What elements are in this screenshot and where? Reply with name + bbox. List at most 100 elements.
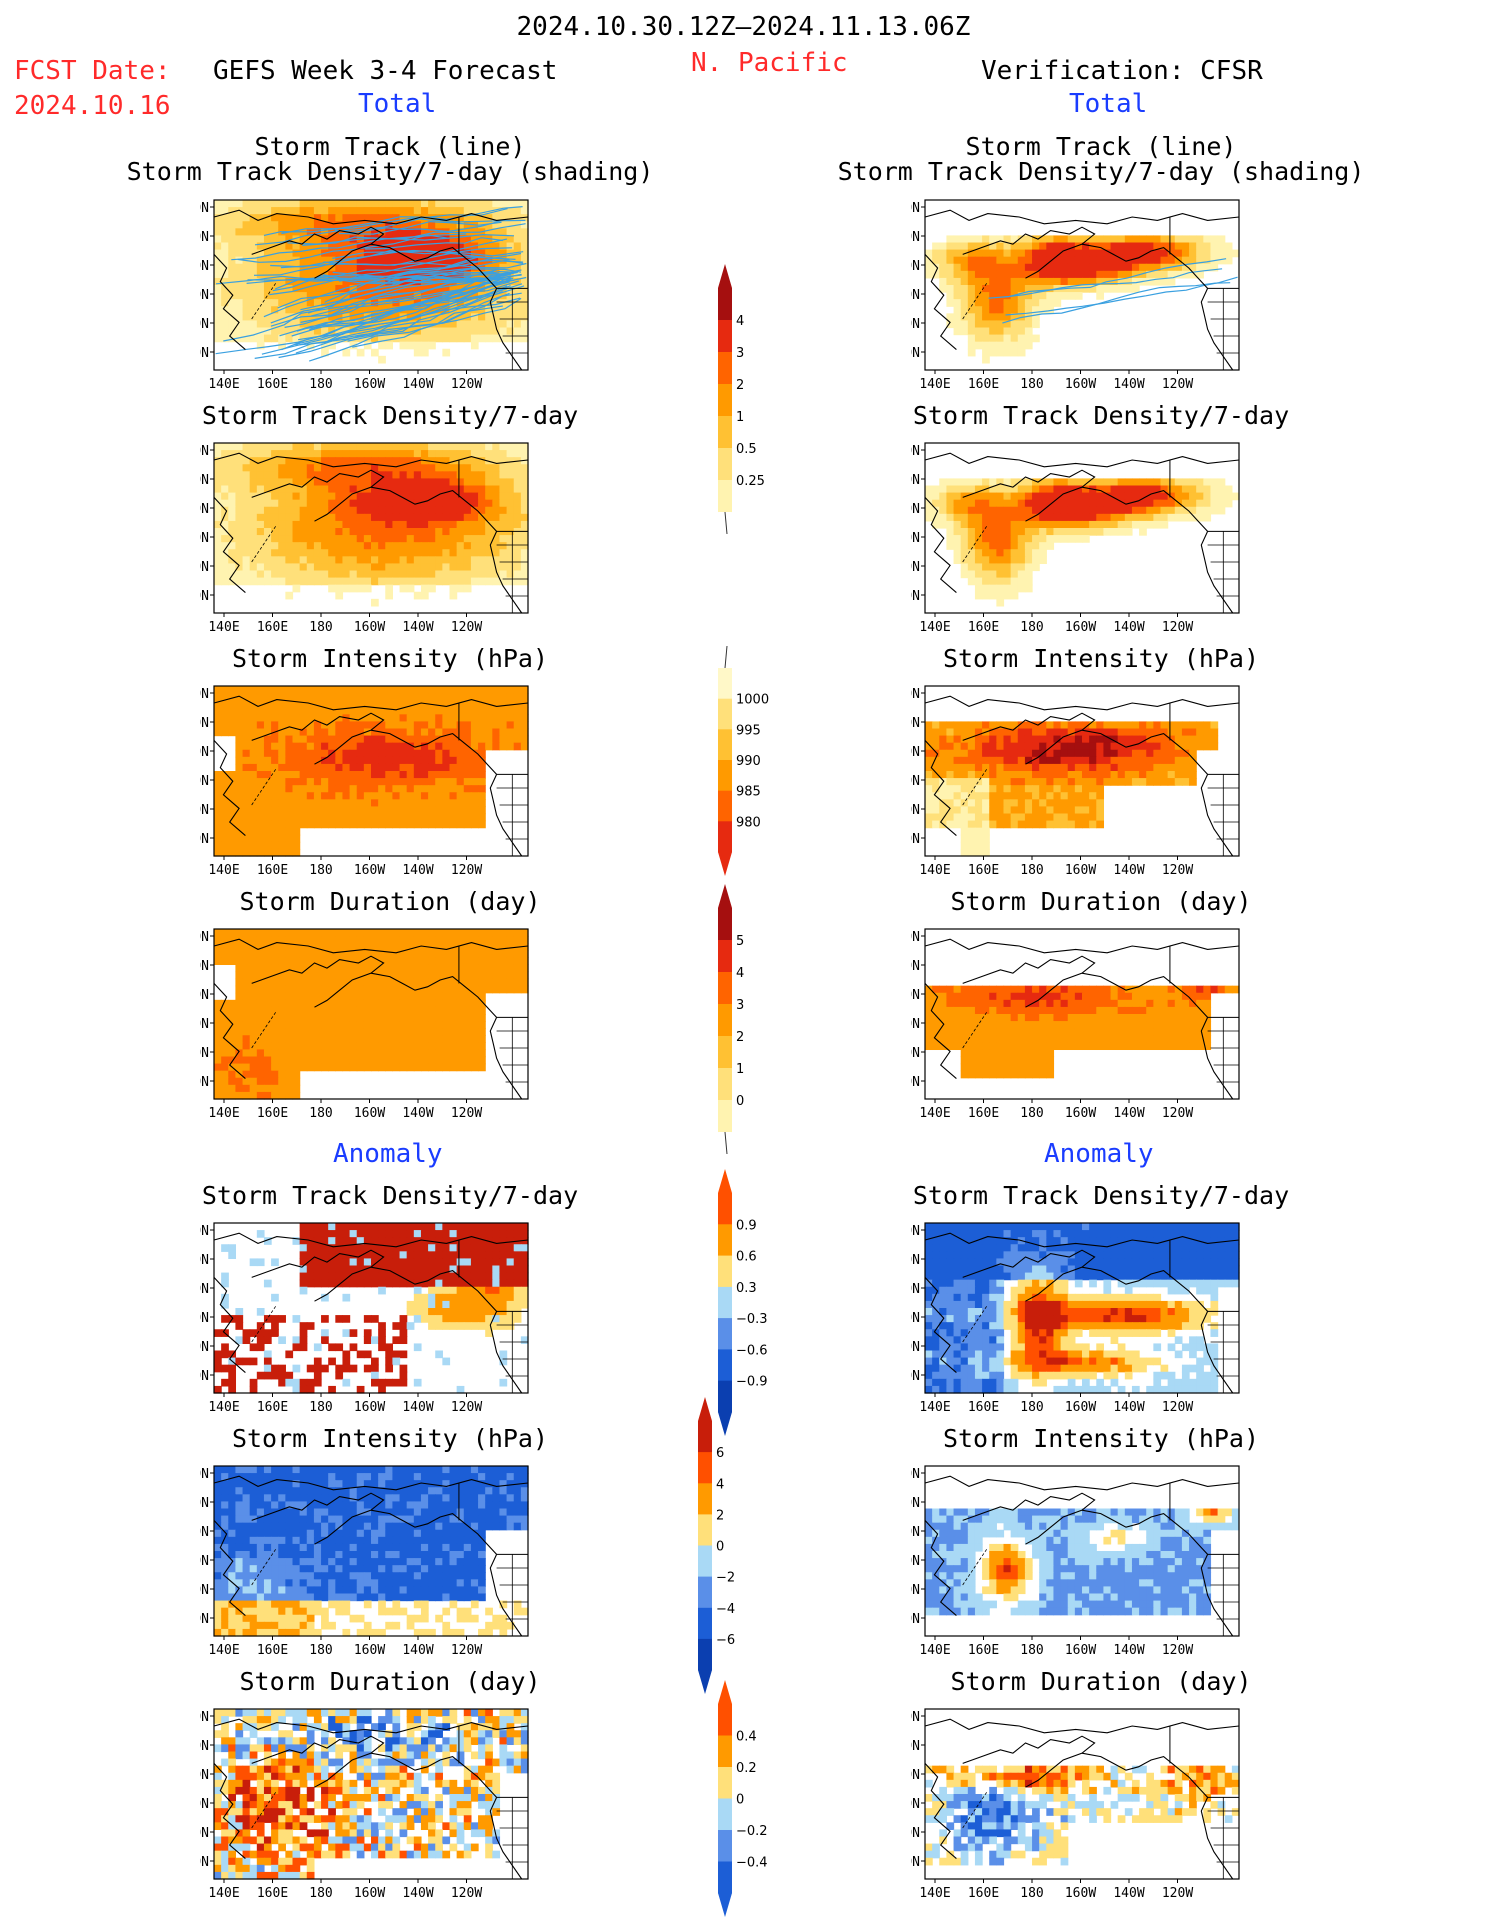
grid-cell [960,292,969,300]
grid-cell [292,1006,301,1015]
grid-cell [299,471,308,480]
grid-cell [478,778,486,786]
grid-cell [342,985,351,994]
grid-cell [428,542,436,550]
grid-cell [263,841,272,850]
grid-cell [520,563,529,572]
grid-cell [1074,728,1083,737]
grid-cell [413,1006,422,1015]
grid-cell [349,971,358,980]
grid-cell [960,499,969,508]
grid-cell [242,742,251,751]
coastline [962,469,1096,522]
grid-cell [356,256,365,265]
grid-cell [456,771,465,779]
grid-cell [470,700,479,708]
grid-cell [285,1006,294,1015]
grid-cell [1082,242,1090,251]
grid-cell [406,242,415,251]
grid-cell [1067,256,1076,265]
grid-cell [313,985,322,994]
grid-cell [349,999,358,1008]
grid-cell [214,700,222,708]
grid-cell [470,1006,479,1015]
grid-cell [371,686,379,694]
grid-cell [299,707,308,715]
grid-cell [499,721,508,730]
grid-cell [363,200,372,208]
grid-cell [449,306,458,314]
grid-cell [1082,249,1090,258]
grid-cell [506,492,515,501]
grid-cell [1174,778,1183,786]
grid-cell [249,820,258,829]
grid-cell [363,506,372,515]
grid-cell [406,520,415,529]
grid-cell [328,813,336,822]
grid-cell [442,207,451,215]
grid-cell [967,327,976,336]
grid-cell [967,535,976,543]
grid-cell [1017,334,1026,343]
grid-cell [1074,235,1083,244]
grid-cell [420,520,429,529]
grid-cell [974,785,983,793]
grid-cell [349,1035,358,1043]
grid-cell [313,249,322,258]
grid-cell [513,513,522,522]
grid-cell [292,499,301,508]
grid-cell [285,235,294,244]
grid-cell [506,506,515,515]
grid-cell [492,228,501,237]
coastline-layer [213,695,529,857]
grid-cell [371,749,379,758]
grid-cell [989,556,997,565]
grid-cell [1067,785,1076,793]
grid-cell [1131,242,1140,251]
grid-cell [349,1014,358,1022]
grid-cell [413,577,422,586]
grid-cell [1181,513,1190,522]
grid-cell [385,549,394,557]
grid-cell [356,714,365,723]
grid-cell [925,785,933,793]
grid-cell [435,499,443,508]
grid-cell [406,813,415,822]
grid-cell [263,478,272,487]
grid-cell [982,528,990,536]
grid-cell [420,341,429,350]
grid-cell [470,820,479,829]
grid-cell [292,999,301,1008]
grid-cell [214,214,222,222]
grid-cell [1096,513,1105,522]
grid-cell [349,542,358,550]
grid-cell [974,834,983,843]
grid-cell [1032,756,1040,765]
grid-cell [1210,492,1219,501]
grid-cell [313,721,322,730]
grid-cell [335,1014,344,1022]
lon-tick-label: 140W [1113,620,1144,635]
grid-cell [321,221,329,229]
grid-cell [371,549,379,557]
grid-cell [1017,277,1026,286]
grid-cell [378,478,386,487]
grid-cell [321,485,329,494]
grid-cell [413,728,422,737]
grid-cell [285,443,294,451]
grid-cell [306,235,315,244]
grid-cell [299,235,308,244]
grid-cell [392,999,401,1008]
grid-cell [413,749,422,758]
grid-cell [428,577,436,586]
grid-cell [256,1028,265,1036]
grid-cell [335,520,344,529]
grid-cell [456,950,465,958]
grid-cell [299,200,308,208]
grid-cell [399,200,408,208]
grid-cell [1010,535,1019,543]
grid-cell [378,292,386,300]
grid-cell [946,742,955,751]
grid-cell [399,299,408,307]
grid-cell [1153,728,1162,737]
